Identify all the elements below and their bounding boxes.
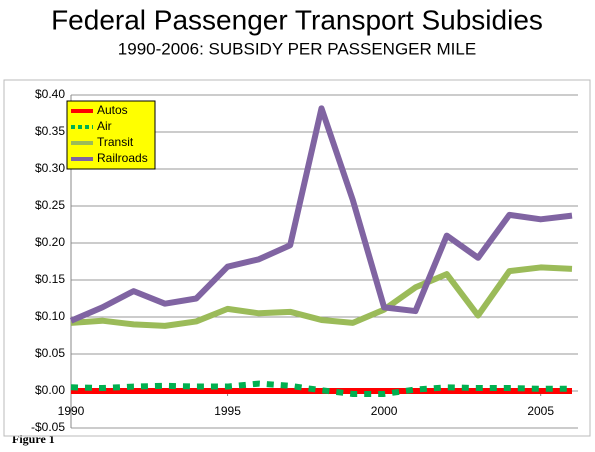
legend-label: Transit [97, 135, 134, 149]
y-tick-label: $0.15 [35, 272, 65, 286]
legend-label: Railroads [97, 151, 148, 165]
x-tick-label: 2000 [371, 404, 398, 418]
y-tick-label: $0.20 [35, 235, 65, 249]
chart-subtitle: 1990-2006: SUBSIDY PER PASSENGER MILE [118, 39, 476, 58]
x-tick-label: 2005 [527, 404, 554, 418]
y-tick-label: -$0.05 [31, 420, 65, 434]
y-tick-label: $0.35 [35, 124, 65, 138]
y-tick-label: $0.00 [35, 383, 65, 397]
y-tick-label: $0.25 [35, 198, 65, 212]
x-tick-label: 1990 [58, 404, 85, 418]
plot-frame [3, 79, 591, 437]
y-tick-label: $0.05 [35, 346, 65, 360]
legend-label: Autos [97, 103, 128, 117]
series-line [70, 264, 573, 329]
y-tick-label: $0.30 [35, 161, 65, 175]
chart-title: Federal Passenger Transport Subsidies [51, 4, 543, 35]
series-line [69, 105, 573, 324]
y-tick-label: $0.40 [35, 87, 65, 101]
figure-note: Figure 1 [12, 432, 55, 446]
x-tick-label: 1995 [214, 404, 241, 418]
y-tick-label: $0.10 [35, 309, 65, 323]
legend-label: Air [97, 119, 112, 133]
